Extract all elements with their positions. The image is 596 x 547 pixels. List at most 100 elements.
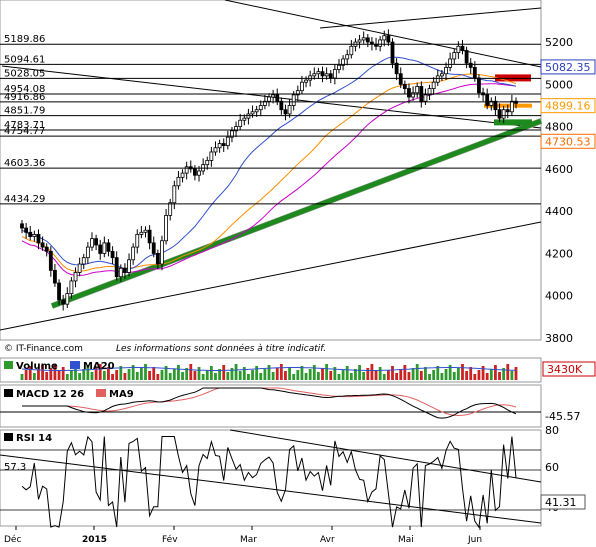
rsi-lines	[0, 429, 542, 529]
volume-bar	[263, 369, 267, 380]
rsi-tick-80: 80	[545, 424, 559, 437]
level-label: 4851.79	[4, 106, 45, 117]
candle-body	[85, 246, 90, 259]
candle-body	[435, 75, 440, 83]
candle-body	[275, 94, 280, 102]
trendline-upper	[319, 7, 542, 29]
candle-body	[98, 244, 103, 254]
volume-bar	[333, 367, 337, 380]
volume-bar	[148, 371, 152, 380]
candle-body	[139, 231, 144, 235]
volume-bar	[271, 372, 275, 380]
candle-body	[320, 71, 325, 77]
candle-body	[300, 81, 304, 92]
macd-signal-title: MA9	[109, 389, 134, 400]
volume-bar	[304, 373, 308, 380]
candle-body	[69, 280, 74, 295]
volume-bar	[185, 368, 189, 380]
candle-body	[164, 214, 168, 242]
candle-body	[217, 143, 222, 149]
volume-bar	[74, 366, 77, 380]
volume-bar	[386, 370, 390, 380]
candle-body	[427, 88, 432, 96]
value-badges: 5082.35 4899.16 4730.53	[540, 59, 596, 149]
volume-bar	[111, 374, 114, 380]
y-tick-label: 3800	[545, 332, 573, 345]
volume-bar	[168, 373, 172, 380]
candle-body	[312, 73, 317, 77]
level-label: 4603.36	[4, 158, 45, 169]
volume-bar	[415, 364, 419, 380]
volume-bar	[209, 366, 213, 380]
volume-bar	[370, 364, 374, 380]
volume-bar	[131, 365, 135, 380]
candle-body	[192, 168, 197, 176]
volume-bar	[65, 374, 69, 380]
candle-body	[73, 272, 78, 282]
volume-bar	[214, 373, 217, 380]
candle-body	[238, 119, 243, 128]
volume-bar	[255, 366, 259, 380]
volume-bar	[20, 374, 24, 380]
candle-body	[361, 37, 366, 41]
volume-bar	[32, 373, 36, 380]
candle-body	[65, 293, 70, 305]
volume-bar	[403, 365, 407, 380]
candle-body	[143, 229, 148, 233]
volume-bar	[201, 374, 205, 380]
volume-legend-swatch	[4, 361, 13, 369]
x-tick-label: 2015	[82, 535, 107, 545]
volume-bar	[514, 367, 518, 380]
volume-bar	[181, 372, 184, 380]
volume-bar	[70, 370, 73, 380]
candle-body	[390, 41, 395, 64]
candle-body	[477, 77, 481, 94]
price-panel	[0, 0, 542, 341]
volume-bar	[156, 374, 160, 380]
rsi-badge: 41.31	[545, 496, 577, 509]
volume-bar	[498, 372, 501, 380]
candle-body	[20, 223, 24, 229]
y-axis: 3800 4000 4200 4400 4600 4800 5000 5200	[545, 36, 573, 345]
candle-body	[242, 117, 247, 121]
volume-bar	[374, 371, 378, 380]
copyright-text: © IT-Finance.com	[4, 344, 83, 354]
macd-title: MACD 12 26	[16, 389, 84, 400]
macd-lines	[0, 387, 541, 419]
level-label: 4783.71	[4, 120, 45, 131]
y-tick-label: 4600	[545, 163, 573, 176]
volume-bar	[152, 367, 156, 380]
candle-body	[295, 90, 300, 96]
y-tick-label: 4000	[545, 290, 573, 303]
volume-bar	[119, 366, 123, 380]
candle-body	[250, 111, 255, 115]
candle-body	[258, 105, 263, 111]
volume-bar	[24, 370, 28, 380]
candle-body	[209, 151, 214, 161]
candle-body	[332, 69, 337, 79]
volume-bar	[279, 364, 283, 380]
volume-bar	[226, 372, 230, 380]
volume-bar	[391, 366, 394, 380]
volume-bar	[45, 372, 49, 380]
candle-body	[28, 231, 33, 237]
candle-body	[234, 126, 238, 132]
volume-bar	[230, 368, 234, 380]
volume-bar	[321, 368, 324, 380]
volume-bar	[115, 370, 119, 380]
volume-bar	[78, 373, 82, 380]
x-tick-label: Avr	[320, 535, 335, 545]
candle-body	[394, 62, 399, 75]
trendline-resistance	[224, 0, 542, 68]
volume-bar	[102, 371, 106, 380]
volume-bar	[489, 369, 493, 380]
candle-body	[378, 39, 383, 47]
volume-bar	[267, 365, 271, 380]
volume-bar	[382, 374, 386, 380]
x-tick-label: Jun	[467, 535, 482, 545]
volume-bar	[354, 369, 357, 380]
volume-bar	[238, 371, 242, 380]
volume-bar	[362, 372, 366, 380]
volume-bar	[90, 372, 94, 380]
